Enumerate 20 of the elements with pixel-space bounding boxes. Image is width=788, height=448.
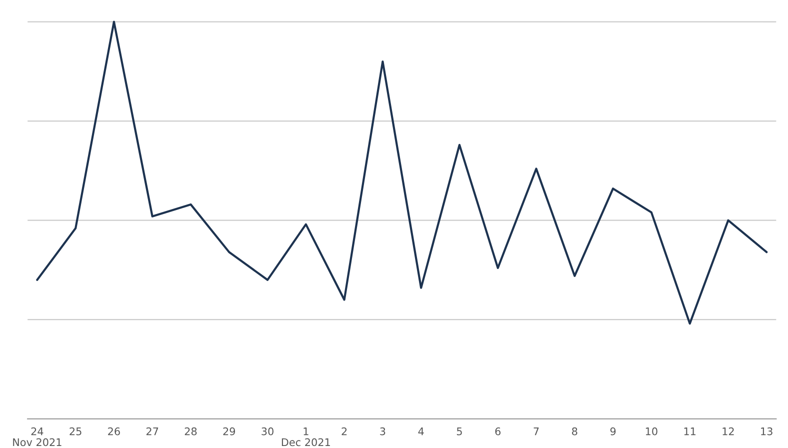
- x-tick-label: 7: [534, 428, 539, 436]
- x-tick-label: 6: [495, 427, 501, 436]
- x-tick-label: 9: [610, 427, 616, 436]
- x-tick-label: 11: [684, 428, 696, 436]
- x-tick-label: 12: [722, 427, 734, 436]
- x-tick-label: 24 Nov 2021: [13, 427, 62, 446]
- x-tick-label: 26: [108, 427, 120, 436]
- x-tick-label: 29: [223, 427, 236, 436]
- x-tick-label: 28: [184, 427, 197, 436]
- x-tick-label: 5: [456, 428, 462, 436]
- x-tick-label: 4: [418, 428, 424, 436]
- x-tick-label: 25: [70, 427, 82, 436]
- x-tick-label: 27: [146, 427, 158, 436]
- x-tick-label: 2: [342, 427, 347, 436]
- x-tick-label: 13: [761, 427, 772, 436]
- x-tick-label: 3: [380, 427, 386, 436]
- x-tick-label: 10: [646, 427, 658, 436]
- x-tick-label: 8: [572, 427, 578, 436]
- x-tick-label: 30: [262, 427, 274, 436]
- x-tick-label: 1 Dec 2021: [282, 428, 330, 446]
